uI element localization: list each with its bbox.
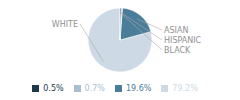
svg-text:WHITE: WHITE bbox=[52, 20, 78, 29]
html-text:79.2%: 79.2% bbox=[172, 84, 198, 93]
html-text:19.6%: 19.6% bbox=[125, 84, 152, 93]
svg-text:ASIAN: ASIAN bbox=[164, 26, 188, 35]
html-text:0.5%: 0.5% bbox=[43, 84, 64, 93]
svg-text:HISPANIC: HISPANIC bbox=[164, 36, 202, 45]
svg-text:BLACK: BLACK bbox=[164, 46, 191, 55]
html-text:0.7%: 0.7% bbox=[84, 84, 105, 93]
